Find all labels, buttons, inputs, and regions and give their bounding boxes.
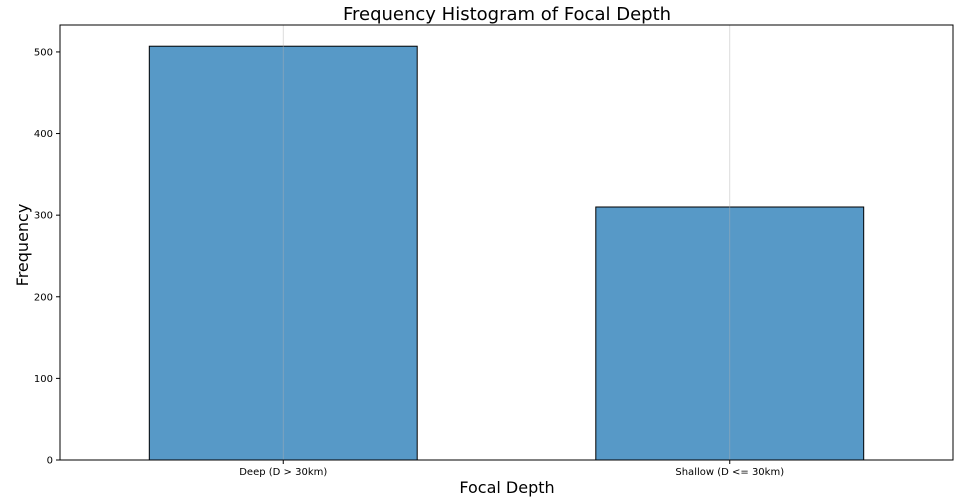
y-tick-label-3: 300 [34, 211, 53, 222]
x-tick-label-1: Shallow (D <= 30km) [675, 467, 784, 478]
y-tick-label-1: 100 [34, 374, 53, 385]
x-tick-label-0: Deep (D > 30km) [239, 467, 327, 478]
y-tick-label-0: 0 [47, 456, 53, 467]
y-tick-label-2: 200 [34, 292, 53, 303]
plot-frame [59, 24, 954, 461]
chart-title: Frequency Histogram of Focal Depth [343, 4, 671, 25]
y-tick-label-5: 500 [34, 47, 53, 58]
bars-layer [148, 25, 865, 461]
x-axis: Deep (D > 30km) Shallow (D <= 30km) [239, 460, 784, 478]
y-axis: 0 100 200 300 400 500 [34, 47, 60, 467]
y-axis-label: Frequency [13, 204, 32, 287]
x-axis-label: Focal Depth [459, 478, 554, 497]
y-tick-label-4: 400 [34, 129, 53, 140]
